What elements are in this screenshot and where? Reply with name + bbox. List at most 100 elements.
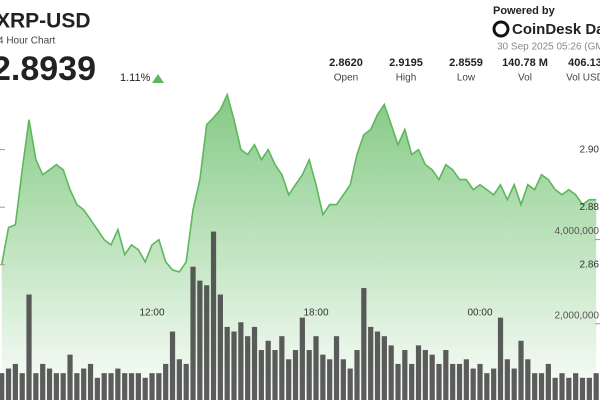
area [1,94,597,400]
x-tick-label: 00:00 [467,308,492,319]
volume-bar [381,336,387,400]
volume-bar [593,373,599,400]
volume-bar [402,350,408,400]
volume-bar [183,363,189,400]
stat-label: Low [457,73,476,84]
volume-bar [395,363,401,400]
volume-bar [258,350,264,400]
volume-bar [470,368,476,400]
volume-bar [525,359,531,400]
volume-bar [94,377,100,400]
volume-bar [333,336,340,400]
volume-bar [320,354,326,400]
volume-bar [566,377,572,400]
volume-bar [217,294,223,400]
volume-bar [251,326,258,400]
volume-bar [5,368,12,400]
price: 2.8939 [0,50,96,88]
volume-bar [511,368,517,400]
volume-bar [265,340,271,400]
volume-bar [388,345,394,400]
volume-bar [415,345,422,400]
volume-bar [135,373,141,400]
volume-bar [115,368,121,400]
volume-bar [272,350,278,400]
volume-bar [354,350,360,400]
volume-bar [122,373,128,400]
volume-bar [101,373,107,400]
y-tick-label: 2.88 [580,202,600,213]
volume-bar [361,288,367,400]
volume-bar [368,326,374,400]
volume-bar [491,368,497,400]
brand: CoinDesk Data [512,21,600,38]
stat-value: 2.8559 [449,57,483,69]
volume-bar [46,368,53,400]
volume-bar [19,373,25,400]
volume-bar [286,359,292,400]
volume-bar [327,359,333,400]
plot-area [0,92,599,400]
y2-tick-label: 2,000,000 [555,310,600,321]
volume-bar [586,377,592,400]
volume-bar [484,373,490,400]
volume-bar [26,294,32,400]
volume-bar [573,373,579,400]
volume-bar [74,373,80,400]
volume-bar [81,368,87,400]
volume-bar [374,331,381,400]
volume-bar [463,359,469,400]
volume-bar [545,363,551,400]
volume-bar [497,317,504,400]
volume-bar [579,377,586,400]
volume-bar [60,373,66,400]
x-tick-label: 12:00 [140,308,165,319]
volume-bar [538,373,545,400]
volume-bar [231,331,237,400]
volume-bar [156,373,162,400]
volume-bar [128,373,135,400]
volume-bar [436,363,442,400]
brand-logo [492,20,510,38]
volume-bar [559,373,565,400]
powered-by: Powered by [493,5,556,17]
volume-bar [224,326,230,400]
volume-bar [532,373,538,400]
volume-bar [204,285,210,400]
volume-bar [33,373,39,400]
y2-tick-label: 4,000,000 [555,226,600,237]
chart-subtitle: 4 Hour Chart [0,36,55,47]
y-tick-label: 2.86 [580,259,600,270]
volume-bar [12,363,18,400]
volume-bar [429,354,435,400]
stat-value: 140.78 M [502,57,548,69]
stat-value: 406.13 [568,57,600,69]
volume-bar [347,368,353,400]
volume-bar [67,354,73,400]
stats: 2.8620 Open 2.9195 High 2.8559 Low 140.78 M Vol… [329,57,600,84]
up-arrow [152,74,164,83]
volume-bar [142,377,148,400]
volume-bar [409,363,415,400]
volume-bar [504,359,510,400]
volume-bar [0,373,5,400]
stat-value: 2.8620 [329,57,363,69]
volume-bar [40,363,46,400]
volume-bar [149,373,155,400]
volume-bar [245,336,251,400]
volume-bar [190,266,196,400]
chart-title: XRP-USD [0,10,91,33]
volume-bar [87,363,94,400]
volume-bar [108,373,114,400]
volume-bar [552,377,558,400]
volume-bar [53,373,59,400]
change: 1.11% [120,72,151,84]
volume-bar [422,350,428,400]
y-tick-label: 2.90 [580,144,600,155]
volume-bar [456,363,463,400]
stat-value: 2.9195 [389,57,423,69]
volume-bar [279,336,285,400]
volume-bar [340,359,346,400]
volume-bar [169,331,176,400]
